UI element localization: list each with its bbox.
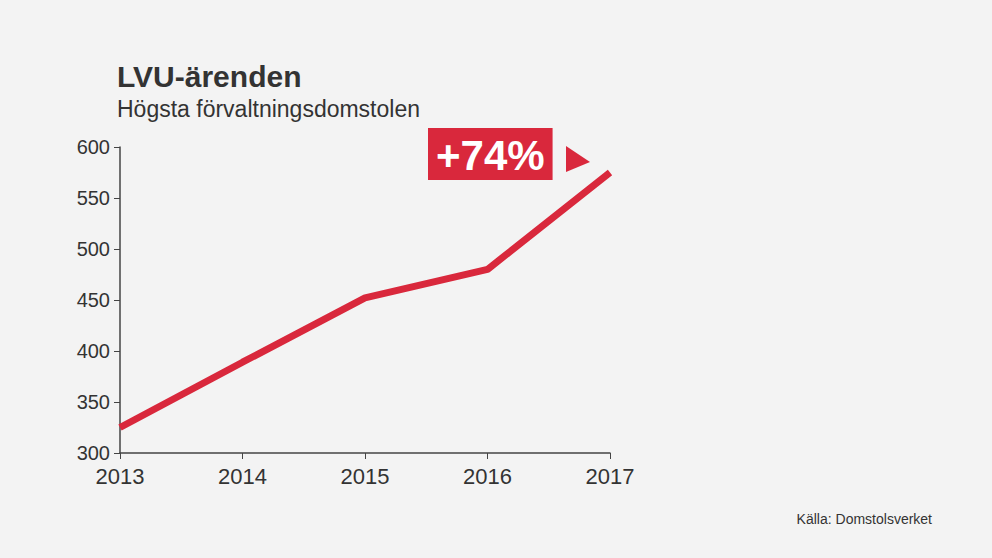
svg-text:Högsta förvaltningsdomstolen: Högsta förvaltningsdomstolen — [117, 96, 420, 122]
svg-text:2013: 2013 — [96, 464, 145, 489]
svg-text:LVU-ärenden: LVU-ärenden — [117, 60, 301, 93]
svg-text:350: 350 — [77, 391, 110, 413]
svg-text:450: 450 — [77, 289, 110, 311]
svg-text:2016: 2016 — [463, 464, 512, 489]
svg-text:550: 550 — [77, 187, 110, 209]
svg-text:300: 300 — [77, 442, 110, 464]
svg-text:Källa: Domstolsverket: Källa: Domstolsverket — [797, 511, 932, 527]
svg-text:600: 600 — [77, 136, 110, 158]
svg-text:2017: 2017 — [586, 464, 635, 489]
svg-text:400: 400 — [77, 340, 110, 362]
svg-text:2015: 2015 — [341, 464, 390, 489]
svg-text:+74%: +74% — [436, 132, 545, 179]
svg-text:2014: 2014 — [218, 464, 267, 489]
svg-text:500: 500 — [77, 238, 110, 260]
